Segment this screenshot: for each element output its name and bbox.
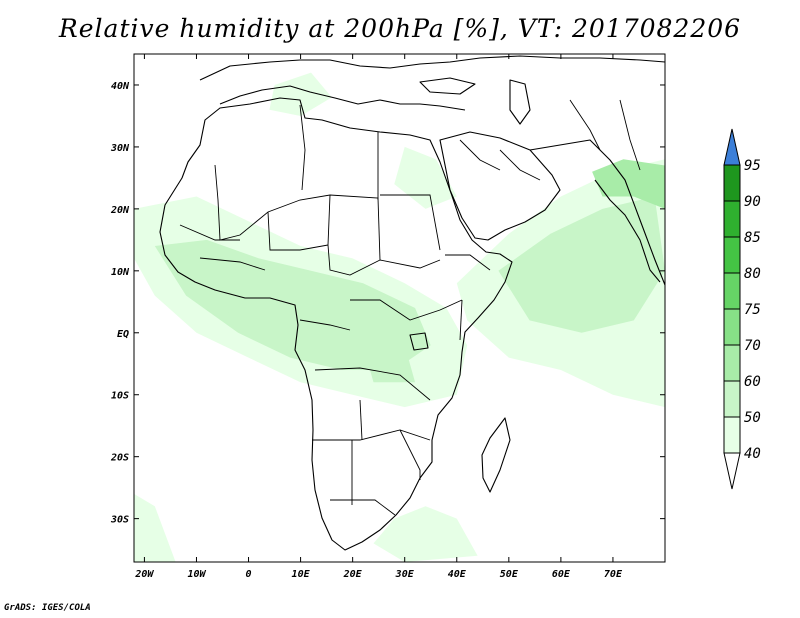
country-borders <box>179 99 641 516</box>
colorbar-under-arrow <box>723 452 741 490</box>
black-sea-outline <box>419 77 476 95</box>
border-line <box>619 99 641 171</box>
lon-tick-label: 20W <box>134 569 154 580</box>
colorbar-segment <box>723 380 741 418</box>
colorbar-label: 75 <box>744 302 761 318</box>
border-line <box>359 399 363 441</box>
colorbar-segment <box>723 344 741 382</box>
lon-tick-label: 30E <box>395 569 415 580</box>
lat-tick-label: 10S <box>111 391 129 402</box>
colorbar-label: 95 <box>744 158 761 174</box>
lat-tick-label: EQ <box>117 329 129 340</box>
lon-tick-label: 50E <box>500 569 519 580</box>
humidity-region <box>394 146 457 209</box>
europe-outline <box>199 55 665 81</box>
india-outline <box>594 179 661 283</box>
border-line <box>380 194 441 251</box>
colorbar-segment <box>723 272 741 310</box>
border-line <box>569 99 601 151</box>
colorbar-segment <box>723 164 741 202</box>
lat-tick-label: 30S <box>110 515 129 526</box>
border-line <box>199 257 266 271</box>
colorbar-label: 85 <box>744 230 761 246</box>
border-line <box>179 224 240 241</box>
lon-tick-label: 10W <box>187 569 206 580</box>
coastlines <box>159 55 665 551</box>
lon-tick-label: 20E <box>343 569 363 580</box>
mediterranean-north <box>219 85 466 111</box>
humidity-region <box>217 283 291 321</box>
humidity-region <box>373 506 478 562</box>
lon-tick-label: 40E <box>448 569 467 580</box>
credit-label: GrADS: IGES/COLA <box>4 603 91 613</box>
border-line <box>314 367 431 401</box>
colorbar-label: 60 <box>744 374 761 390</box>
colorbar: 40 50 60 70 75 80 85 90 95 <box>723 128 761 490</box>
border-line <box>399 429 421 480</box>
border-line <box>499 149 541 181</box>
lon-tick-label: 0 <box>246 569 252 580</box>
lake-victoria-outline <box>409 332 429 351</box>
lat-tick-label: 40N <box>111 81 130 92</box>
humidity-region <box>134 493 176 562</box>
colorbar-segment <box>723 416 741 454</box>
border-line <box>379 259 441 269</box>
humidity-region <box>154 239 431 370</box>
colorbar-label: 50 <box>744 410 761 426</box>
map-frame <box>133 53 666 563</box>
lon-tick-label: 60E <box>552 569 571 580</box>
lon-tick-label: 70E <box>604 569 623 580</box>
border-line <box>267 211 329 251</box>
humidity-region <box>363 345 416 383</box>
madagascar-outline <box>481 417 511 493</box>
border-line <box>330 499 396 516</box>
border-line <box>459 299 463 341</box>
lat-tick-label: 10N <box>111 267 130 278</box>
asia-outline <box>529 139 665 286</box>
colorbar-label: 80 <box>744 266 761 282</box>
colorbar-segment <box>723 236 741 274</box>
lat-tick-label: 30N <box>110 143 130 154</box>
colorbar-segment <box>723 308 741 346</box>
border-line <box>312 429 431 441</box>
border-line <box>445 254 491 271</box>
border-line <box>299 319 351 331</box>
humidity-shading <box>134 72 665 562</box>
lat-tick-label: 20S <box>110 453 129 464</box>
lon-tick-label: 10E <box>292 569 311 580</box>
colorbar-over-arrow <box>723 128 741 166</box>
map-title: Relative humidity at 200hPa [%], VT: 201… <box>58 14 742 43</box>
humidity-region <box>592 159 665 209</box>
border-line <box>350 299 463 321</box>
map-axes: 20W 10W 0 10E 20E 30E 40E 50E 60E 70E 40N 30N 20N 10N… <box>110 54 665 580</box>
border-line <box>299 104 306 191</box>
caspian-outline <box>509 79 531 125</box>
colorbar-label: 70 <box>744 338 761 354</box>
arabia-outline <box>439 131 561 241</box>
colorbar-label: 40 <box>744 446 761 462</box>
colorbar-segment <box>723 200 741 238</box>
humidity-region <box>269 72 332 116</box>
humidity-region <box>498 196 665 333</box>
border-line <box>327 194 381 276</box>
border-line <box>459 139 501 171</box>
lat-tick-label: 20N <box>110 205 130 216</box>
africa-coastline <box>159 97 513 551</box>
colorbar-label: 90 <box>744 194 761 210</box>
